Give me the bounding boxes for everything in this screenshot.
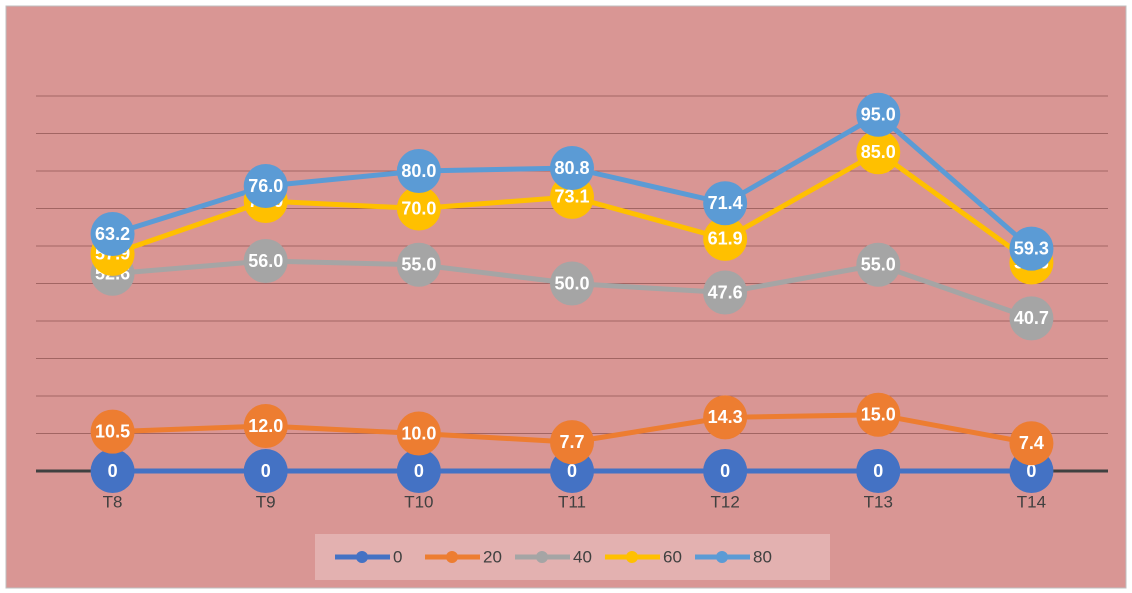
marker [396,149,441,193]
marker [243,239,288,283]
data-label: 71.4 [708,193,743,213]
data-label: 47.6 [708,282,743,302]
marker [243,449,288,493]
data-label: 63.2 [95,224,130,244]
legend-label: 80 [753,547,772,566]
data-label: 76.0 [248,176,283,196]
data-label: 0 [414,461,424,481]
marker [856,449,901,493]
data-label: 0 [873,461,883,481]
x-tick-label: T8 [103,492,123,511]
legend-label: 40 [573,547,592,566]
marker [1009,226,1054,271]
data-label: 0 [720,461,730,481]
marker [856,392,901,437]
data-label: 7.4 [1019,433,1044,453]
marker [703,181,748,226]
legend-label: 0 [393,547,402,566]
marker [550,146,594,190]
marker [703,216,748,261]
legend-marker [536,551,548,563]
marker [550,261,594,306]
data-label: 14.3 [708,407,743,427]
legend-marker [356,551,368,563]
x-tick-label: T9 [256,492,276,511]
data-label: 40.7 [1014,308,1049,328]
data-label: 55.0 [861,255,896,275]
x-tick-label: T12 [710,492,739,511]
marker [703,270,748,315]
data-label: 10.5 [95,421,130,441]
data-label: 0 [1026,461,1036,481]
data-label: 10.0 [401,423,436,443]
legend-marker [716,551,728,563]
data-label: 55.0 [401,255,436,275]
data-label: 80.8 [554,158,589,178]
data-label: 0 [567,461,577,481]
data-label: 70.0 [401,198,436,218]
data-label: 61.9 [708,229,743,249]
marker [90,409,135,454]
x-tick-label: T13 [864,492,893,511]
x-tick-label: T11 [558,492,586,511]
data-label: 95.0 [861,105,896,125]
x-tick-label: T14 [1017,492,1046,511]
legend-label: 60 [663,547,682,566]
data-label: 0 [261,461,271,481]
data-label: 0 [108,461,118,481]
marker [90,449,135,493]
marker [703,395,748,440]
marker [243,404,288,448]
data-label: 12.0 [248,416,283,436]
data-label: 80.0 [401,161,436,181]
data-label: 85.0 [861,142,896,162]
data-label: 7.7 [559,432,584,452]
data-label: 59.3 [1014,238,1049,258]
data-label: 56.0 [248,251,283,271]
legend-marker [446,551,458,563]
marker [550,420,594,465]
marker [1009,421,1054,466]
marker [396,242,441,287]
marker [856,130,901,175]
marker [856,242,901,287]
marker [703,449,748,493]
marker [396,186,441,231]
data-label: 15.0 [861,405,896,425]
data-label: 73.1 [554,187,589,207]
data-label: 50.0 [554,273,589,293]
marker [856,92,901,137]
marker [396,449,441,493]
legend-label: 20 [483,547,502,566]
marker [90,212,135,256]
marker [396,411,441,456]
x-tick-label: T10 [404,492,433,511]
marker [243,164,288,208]
marker [1009,296,1054,341]
legend-marker [626,551,638,563]
